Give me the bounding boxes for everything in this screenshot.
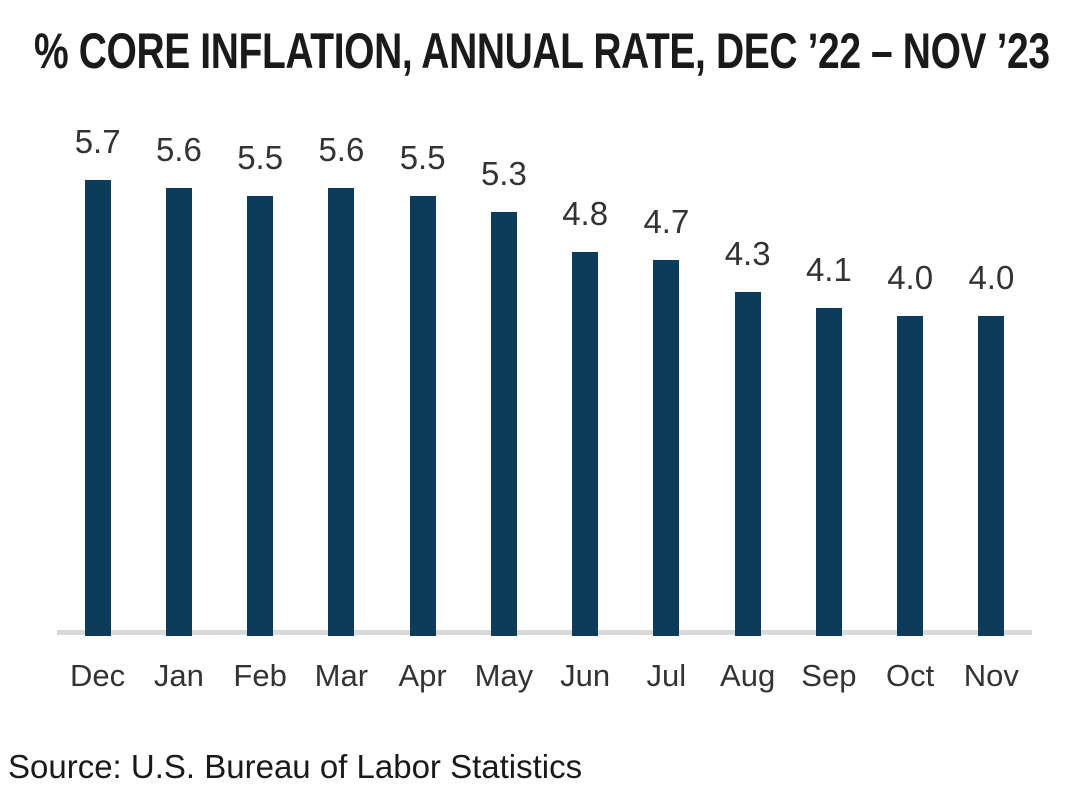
bar bbox=[328, 188, 355, 636]
bar bbox=[247, 196, 274, 636]
bar-group-may: 5.3 bbox=[463, 140, 544, 636]
bar-value-label: 4.0 bbox=[968, 259, 1015, 296]
x-axis-labels: Dec Jan Feb Mar Apr May Jun Jul Aug Sep Oct Nov bbox=[57, 658, 1032, 694]
x-axis-label: Jun bbox=[560, 658, 611, 693]
bar-group-dec: 5.7 bbox=[57, 125, 138, 636]
bar-value-label: 5.5 bbox=[399, 139, 446, 176]
bar-group-oct: 4.0 bbox=[870, 140, 951, 636]
bar bbox=[490, 212, 517, 636]
bar-group-aug: 4.3 bbox=[707, 140, 788, 636]
bar bbox=[815, 308, 842, 636]
bar-value-label: 5.7 bbox=[74, 123, 121, 160]
bar-value-label: 4.3 bbox=[724, 235, 771, 272]
bar-value-label: 5.3 bbox=[480, 155, 527, 192]
x-axis-label: Apr bbox=[398, 658, 447, 693]
bar-group-mar: 5.6 bbox=[301, 133, 382, 636]
bar-group-jan: 5.6 bbox=[138, 133, 219, 636]
x-axis-label: Jan bbox=[153, 658, 204, 693]
x-axis-label: Nov bbox=[963, 658, 1019, 693]
bar bbox=[978, 316, 1005, 636]
bar bbox=[653, 260, 680, 636]
bar-group-apr: 5.5 bbox=[382, 139, 463, 636]
bar bbox=[165, 188, 192, 636]
bar bbox=[734, 292, 761, 636]
x-axis-label: Aug bbox=[720, 658, 776, 693]
x-axis-label: Oct bbox=[886, 658, 935, 693]
chart-title: % CORE INFLATION, ANNUAL RATE, DEC ’22 –… bbox=[34, 23, 1050, 79]
x-axis-label: Dec bbox=[70, 658, 126, 693]
x-axis-line bbox=[57, 630, 1032, 635]
x-axis-label: Jul bbox=[646, 658, 687, 693]
bar-value-label: 4.7 bbox=[643, 203, 690, 240]
bar bbox=[897, 316, 924, 636]
x-axis-label: Sep bbox=[801, 658, 857, 693]
bar-group-jun: 4.8 bbox=[545, 140, 626, 636]
x-axis-label: Mar bbox=[314, 658, 369, 693]
bar-value-label: 4.0 bbox=[887, 259, 934, 296]
bar-group-jul: 4.7 bbox=[626, 140, 707, 636]
bar bbox=[84, 180, 111, 636]
bar bbox=[572, 252, 599, 636]
bar-group-feb: 5.5 bbox=[220, 139, 301, 636]
x-axis-label: May bbox=[474, 658, 534, 693]
x-axis-label: Feb bbox=[233, 658, 287, 693]
bar-value-label: 5.6 bbox=[318, 131, 365, 168]
bar-value-label: 5.5 bbox=[237, 139, 284, 176]
bar-value-label: 5.6 bbox=[155, 131, 202, 168]
bar bbox=[409, 196, 436, 636]
source-note: Source: U.S. Bureau of Labor Statistics bbox=[8, 748, 583, 785]
bar-group-sep: 4.1 bbox=[788, 140, 869, 636]
plot-area: 5.7 5.6 5.5 5.6 5.5 5.3 4.8 4.7 4.3 4.1 4.0 4.0 bbox=[57, 125, 1032, 636]
bar-value-label: 4.1 bbox=[805, 251, 852, 288]
bar-value-label: 4.8 bbox=[562, 195, 609, 232]
bar-group-nov: 4.0 bbox=[951, 140, 1032, 636]
